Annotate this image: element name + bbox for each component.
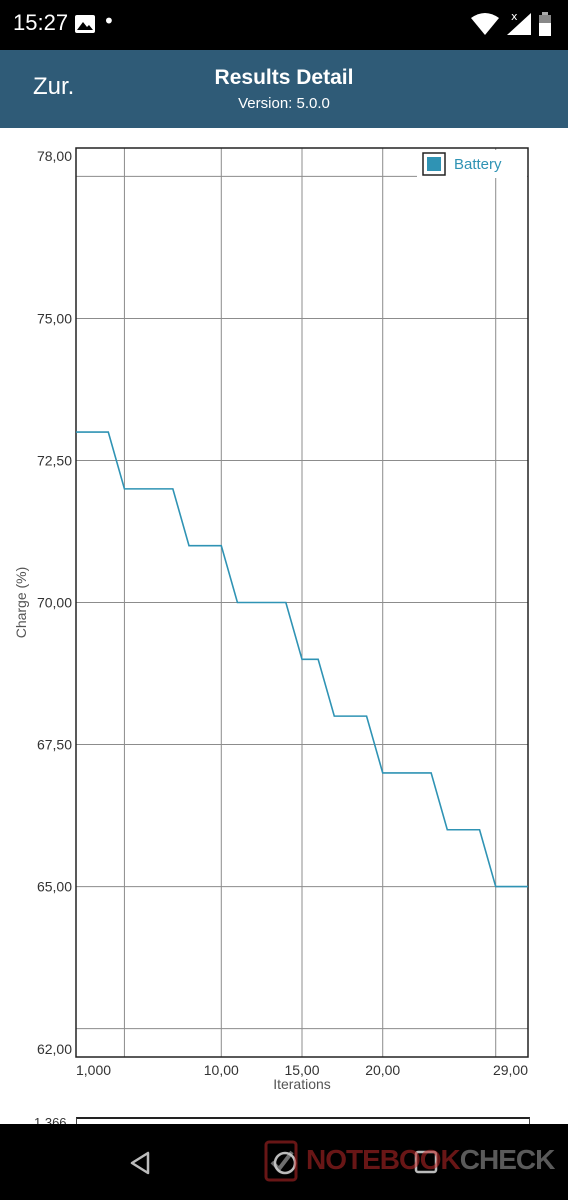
svg-text:x: x — [511, 10, 518, 23]
x-tick-label: 10,00 — [204, 1062, 239, 1078]
legend-label: Battery — [454, 156, 502, 173]
x-axis-title: Iterations — [273, 1076, 331, 1092]
x-tick-label: 1,000 — [76, 1062, 111, 1078]
wifi-icon — [471, 13, 499, 35]
app-bar: Zur. Results Detail Version: 5.0.0 — [0, 50, 568, 128]
x-tick-label: 15,00 — [284, 1062, 319, 1078]
version-label: Version: 5.0.0 — [238, 95, 330, 112]
x-tick-label: 29,00 — [493, 1062, 528, 1078]
watermark-text: NOTEBOOKCHECK — [306, 1144, 555, 1175]
battery-icon — [539, 12, 551, 36]
chart-svg: 78,00 75,00 72,50 70,00 67,50 65,00 62,001,000… — [13, 147, 529, 1092]
status-bar: 15:27 • x — [0, 0, 568, 50]
watermark-logo-icon — [264, 1140, 298, 1182]
battery-chart: 78,00 75,00 72,50 70,00 67,50 65,00 62,00 1,000… — [0, 128, 568, 1118]
battery-series-line — [76, 431, 528, 888]
y-tick-label: 75,00 — [37, 310, 72, 326]
y-axis-title: Charge (%) — [13, 567, 29, 639]
y-tick-label: 72,50 — [37, 452, 72, 468]
back-icon[interactable] — [128, 1150, 154, 1176]
signal-icon: x — [507, 10, 531, 35]
x-tick-label: 20,00 — [365, 1062, 400, 1078]
y-tick-label: 67,50 — [37, 737, 72, 753]
notification-dot: • — [103, 9, 115, 33]
page-title: Results Detail — [214, 66, 354, 89]
legend-swatch — [427, 157, 441, 171]
plot-frame — [75, 147, 529, 1058]
back-button[interactable]: Zur. — [33, 73, 75, 100]
status-time: 15:27 — [13, 10, 69, 35]
recent-apps-icon[interactable] — [414, 1150, 438, 1174]
y-tick-label: 62,00 — [37, 1041, 72, 1057]
y-tick-label: 70,00 — [37, 595, 72, 611]
notebookcheck-watermark: NOTEBOOKCHECK — [262, 1132, 562, 1192]
y-tick-label: 78,00 — [37, 148, 72, 164]
gallery-icon — [75, 15, 95, 33]
y-tick-label: 65,00 — [37, 879, 72, 895]
